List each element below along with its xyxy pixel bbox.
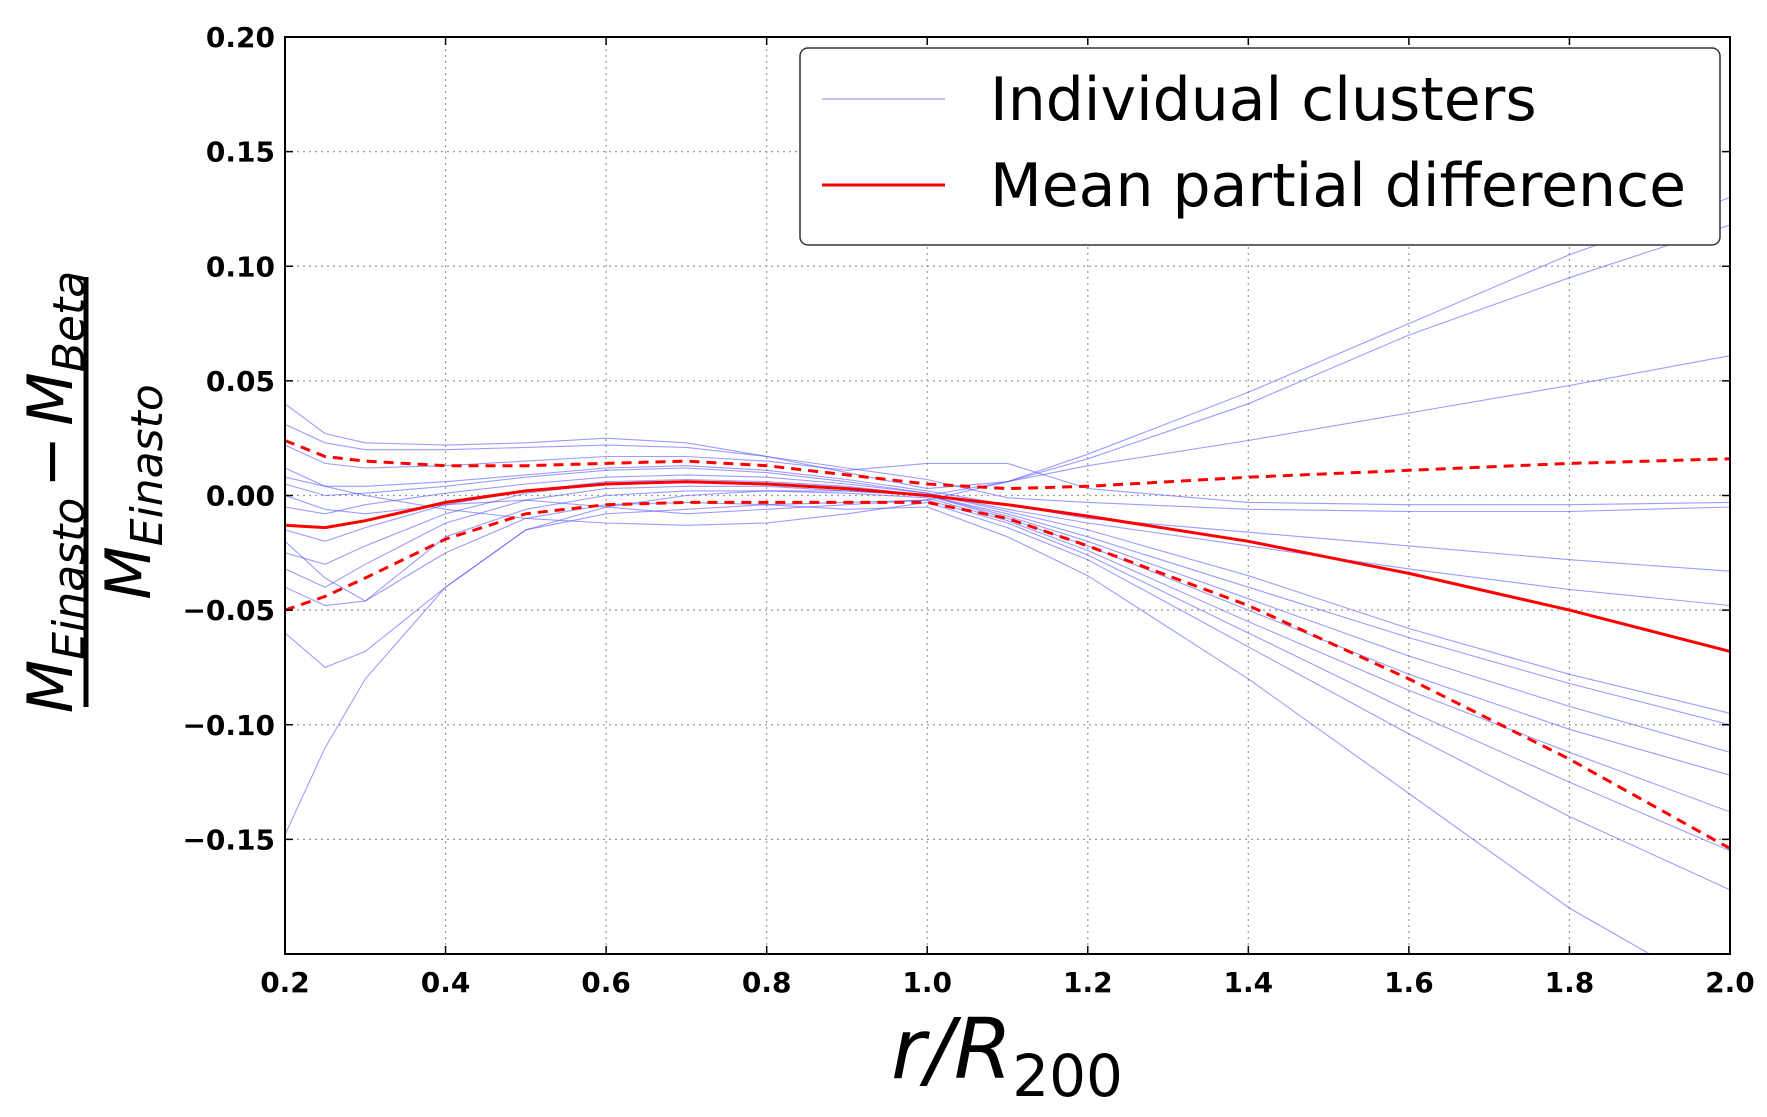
y-tick-label: 0.10 (206, 250, 275, 283)
cluster-line (285, 444, 1730, 506)
y-tick-label: 0.20 (206, 21, 275, 54)
y-tick-label: 0.15 (206, 136, 275, 169)
cluster-line (285, 423, 1730, 513)
x-tick-label: 0.2 (260, 966, 310, 999)
x-tick-label: 0.8 (742, 966, 792, 999)
y-axis-denominator: MEinasto (92, 384, 173, 599)
x-tick-label: 2.0 (1705, 966, 1755, 999)
cluster-line (285, 478, 1730, 726)
x-tick-label: 1.8 (1545, 966, 1595, 999)
y-tick-label: −0.05 (182, 594, 275, 627)
legend-label-mean: Mean partial difference (990, 151, 1686, 221)
x-tick-label: 1.0 (902, 966, 952, 999)
x-axis-title: r/R200 (891, 1000, 1123, 1110)
bound-line (285, 439, 1730, 491)
x-ticks: 0.2 0.4 0.6 0.8 1.0 1.2 1.4 1.6 1.8 2.0 (260, 37, 1755, 999)
mean-lines (285, 439, 1730, 850)
mean-line (285, 480, 1730, 653)
legend-label-clusters: Individual clusters (990, 65, 1537, 135)
y-ticks: 0.20 0.15 0.10 0.05 0.00 −0.05 −0.10 −0.15 (182, 21, 1730, 856)
y-tick-label: −0.15 (182, 823, 275, 856)
cluster-line (285, 490, 1730, 813)
x-tick-label: 1.6 (1384, 966, 1434, 999)
cluster-line (285, 196, 1730, 836)
legend: Individual clusters Mean partial differe… (799, 47, 1721, 246)
cluster-lines (285, 196, 1730, 954)
cluster-line (285, 355, 1730, 490)
bound-line (285, 500, 1730, 850)
x-tick-label: 1.4 (1224, 966, 1274, 999)
cluster-line (285, 501, 1651, 954)
grid (285, 37, 1730, 954)
y-tick-label: 0.00 (206, 480, 275, 513)
cluster-line (285, 476, 1730, 891)
y-axis-title: MEinasto−MBeta MEinasto (14, 271, 173, 713)
cluster-line (285, 474, 1730, 714)
x-tick-label: 1.2 (1063, 966, 1113, 999)
y-tick-label: −0.10 (182, 709, 275, 742)
x-tick-label: 0.6 (581, 966, 631, 999)
x-tick-label: 0.4 (421, 966, 471, 999)
cluster-line (285, 465, 1730, 572)
y-tick-label: 0.05 (206, 365, 275, 398)
cluster-line (285, 224, 1730, 669)
legend-box (799, 47, 1721, 246)
